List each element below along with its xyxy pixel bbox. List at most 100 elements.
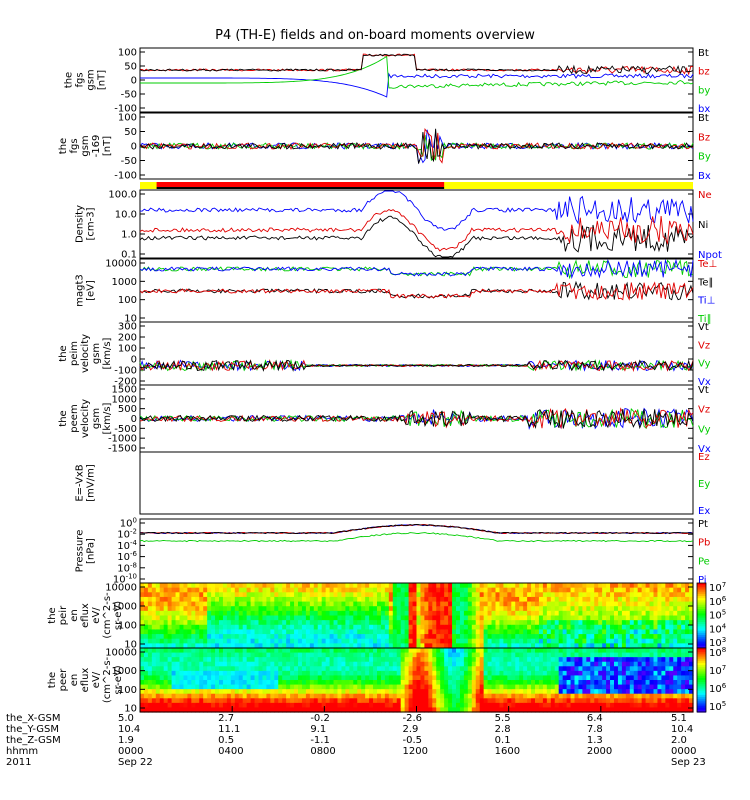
heatmap-cell [574,652,580,658]
heatmap-cell [187,689,192,695]
heatmap-cell [365,698,370,704]
heatmap-cell [452,680,457,686]
heatmap-cell [254,624,260,631]
colorbar-tick-label: 106 [709,682,727,695]
heatmap-cell [641,648,647,654]
heatmap-cell [167,601,173,607]
heatmap-cell [246,587,252,593]
heatmap-cell [155,601,161,607]
y-axis-label: fgs [75,72,86,87]
heatmap-cell [380,670,386,677]
heatmap-cell [633,601,639,607]
heatmap-cell [179,634,185,640]
heatmap-cell [345,601,350,607]
heatmap-cell [475,702,481,709]
heatmap-cell [519,620,524,626]
heatmap-cell [456,624,461,631]
heatmap-cell [155,629,161,635]
heatmap-cell [471,601,477,607]
colorbar-cell [697,665,706,668]
series-line [140,72,694,98]
heatmap-cell [420,675,425,681]
heatmap-cell [313,652,319,658]
heatmap-cell [353,601,358,607]
heatmap-cell [475,606,481,612]
heatmap-cell [361,698,366,704]
heatmap-cell [444,670,449,677]
heatmap-cell [511,596,516,603]
heatmap-cell [633,596,639,603]
heatmap-cell [479,624,485,631]
heatmap-cell [349,661,354,667]
heatmap-cell [681,670,686,677]
heatmap-cell [140,657,145,663]
heatmap-cell [187,684,192,690]
heatmap-cell [147,596,153,603]
heatmap-cell [230,583,236,589]
heatmap-cell [242,652,248,658]
heatmap-cell [234,596,240,603]
heatmap-cell [151,702,157,709]
heatmap-cell [238,634,244,640]
heatmap-cell [665,606,670,612]
heatmap-cell [610,661,615,667]
heatmap-cell [396,652,402,658]
y-tick-label: -1500 [108,444,137,455]
heatmap-cell [151,707,157,713]
heatmap-cell [179,693,185,699]
heatmap-cell [294,620,299,626]
heatmap-cell [207,643,212,649]
heatmap-cell [203,702,208,709]
heatmap-cell [361,648,366,654]
heatmap-cell [633,592,639,598]
heatmap-cell [250,693,256,699]
heatmap-cell [689,629,694,635]
legend-entry: Te∥ [697,277,714,288]
heatmap-cell [681,661,686,667]
heatmap-cell [562,587,568,593]
heatmap-cell [550,666,556,672]
heatmap-cell [215,592,220,598]
heatmap-cell [175,610,181,617]
heatmap-cell [491,587,497,593]
heatmap-cell [491,657,497,663]
heatmap-cell [574,615,580,621]
heatmap-cell [519,648,524,654]
heatmap-cell [507,610,512,617]
heatmap-cell [629,606,635,612]
heatmap-cell [167,624,173,631]
heatmap-cell [531,601,536,607]
heatmap-cell [586,583,591,589]
heatmap-cell [503,629,508,635]
heatmap-cell [175,670,181,677]
heatmap-cell [341,670,346,677]
heatmap-cell [361,643,366,649]
heatmap-cell [653,624,659,631]
y-tick-label: 100 [118,295,137,306]
heatmap-cell [673,638,678,644]
heatmap-cell [396,596,402,603]
heatmap-cell [222,670,228,677]
heatmap-cell [388,638,394,644]
heatmap-cell [226,601,232,607]
heatmap-cell [657,648,662,654]
heatmap-cell [203,648,208,654]
heatmap-cell [278,610,283,617]
heatmap-cell [199,675,204,681]
heatmap-cell [436,693,441,699]
heatmap-cell [515,661,520,667]
heatmap-cell [412,634,418,640]
heatmap-cell [147,670,153,677]
heatmap-cell [617,648,623,654]
heatmap-cell [238,615,244,621]
heatmap-cell [653,702,659,709]
heatmap-cell [467,601,473,607]
heatmap-cell [471,666,477,672]
heatmap-cell [357,657,362,663]
heatmap-cell [337,648,343,654]
heatmap-cell [384,634,390,640]
heatmap-cell [388,620,394,626]
heatmap-cell [452,643,457,649]
heatmap-cell [645,648,651,654]
heatmap-cell [428,657,433,663]
